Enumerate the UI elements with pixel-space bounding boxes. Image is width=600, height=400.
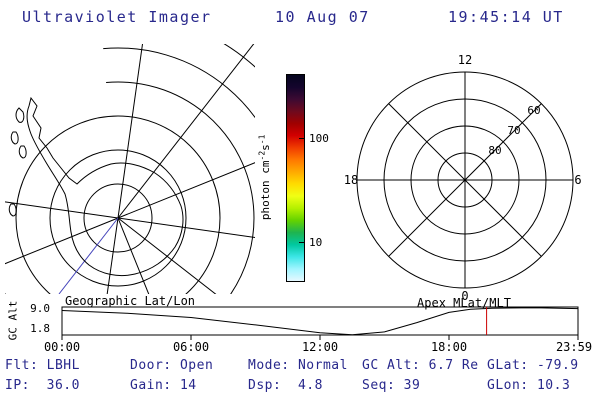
- colorbar-gradient: [287, 75, 304, 281]
- colorbar-unit-label: photon cm-2s-1: [258, 135, 273, 221]
- status-glon: GLon: 10.3: [487, 378, 571, 393]
- unit-prefix: photon cm: [259, 160, 273, 221]
- unit-mid: s: [259, 144, 273, 152]
- gc-alt-ylabel-wrap: GC Alt: [2, 300, 24, 340]
- xtick-0600: 06:00: [172, 340, 210, 354]
- mlt-spokes: [357, 72, 573, 288]
- gc-alt-curve: [61, 307, 579, 336]
- apex-polar-grid: 12 6 0 18 80 70 60: [344, 53, 582, 302]
- mlt-label-6: 6: [574, 173, 581, 187]
- app-title: Ultraviolet Imager: [22, 8, 212, 26]
- header-date: 10 Aug 07: [275, 8, 370, 26]
- gc-alt-ylabel: GC Alt: [6, 300, 20, 340]
- gc-alt-chart: [61, 306, 579, 340]
- mlat-ring-label-70: 70: [507, 124, 520, 137]
- mlt-label-12: 12: [458, 53, 472, 67]
- colorbar: [286, 74, 305, 282]
- status-dsp: Dsp: 4.8: [248, 378, 323, 393]
- xtick-1800: 18:00: [430, 340, 468, 354]
- gc-alt-ymin: 1.8: [30, 322, 50, 335]
- meridian-lines: [5, 44, 255, 294]
- mlat-ring-label-80: 80: [488, 144, 501, 157]
- colorbar-tick-high: 100: [309, 132, 329, 145]
- geographic-map: [5, 44, 255, 294]
- colorbar-tick-high-mark: [299, 138, 304, 139]
- colorbar-tick-low-mark: [299, 242, 304, 243]
- unit-exp1: -2: [257, 151, 267, 161]
- chart-frame: [61, 306, 579, 336]
- colorbar-tick-low: 10: [309, 236, 323, 249]
- mlt-label-0: 0: [461, 289, 468, 302]
- latitude-circles: [5, 44, 255, 294]
- status-seq: Seq: 39: [362, 378, 421, 393]
- gc-alt-ymax: 9.0: [30, 302, 50, 315]
- geo-map-caption: Geographic Lat/Lon: [64, 294, 196, 308]
- xtick-1200: 12:00: [301, 340, 339, 354]
- x-axis-ticks: [61, 335, 579, 340]
- xtick-2359: 23:59: [555, 340, 593, 354]
- status-ip: IP: 36.0: [5, 378, 80, 393]
- xtick-0000: 00:00: [43, 340, 81, 354]
- status-glat: GLat: -79.9: [487, 358, 579, 373]
- header-time: 19:45:14 UT: [448, 8, 564, 26]
- status-filter: Flt: LBHL: [5, 358, 80, 373]
- antarctica-coastline: [26, 96, 184, 277]
- mlt-label-18: 18: [344, 173, 358, 187]
- highlight-meridian: [58, 217, 119, 294]
- mlat-ring-label-60: 60: [527, 104, 540, 117]
- status-gc-alt: GC Alt: 6.7 Re: [362, 358, 479, 373]
- status-gain: Gain: 14: [130, 378, 197, 393]
- colorbar-unit-label-wrap: photon cm-2s-1: [252, 70, 278, 285]
- unit-exp2: -1: [257, 134, 267, 145]
- status-door: Door: Open: [130, 358, 214, 373]
- status-mode: Mode: Normal: [248, 358, 348, 373]
- island-outlines: [8, 107, 27, 217]
